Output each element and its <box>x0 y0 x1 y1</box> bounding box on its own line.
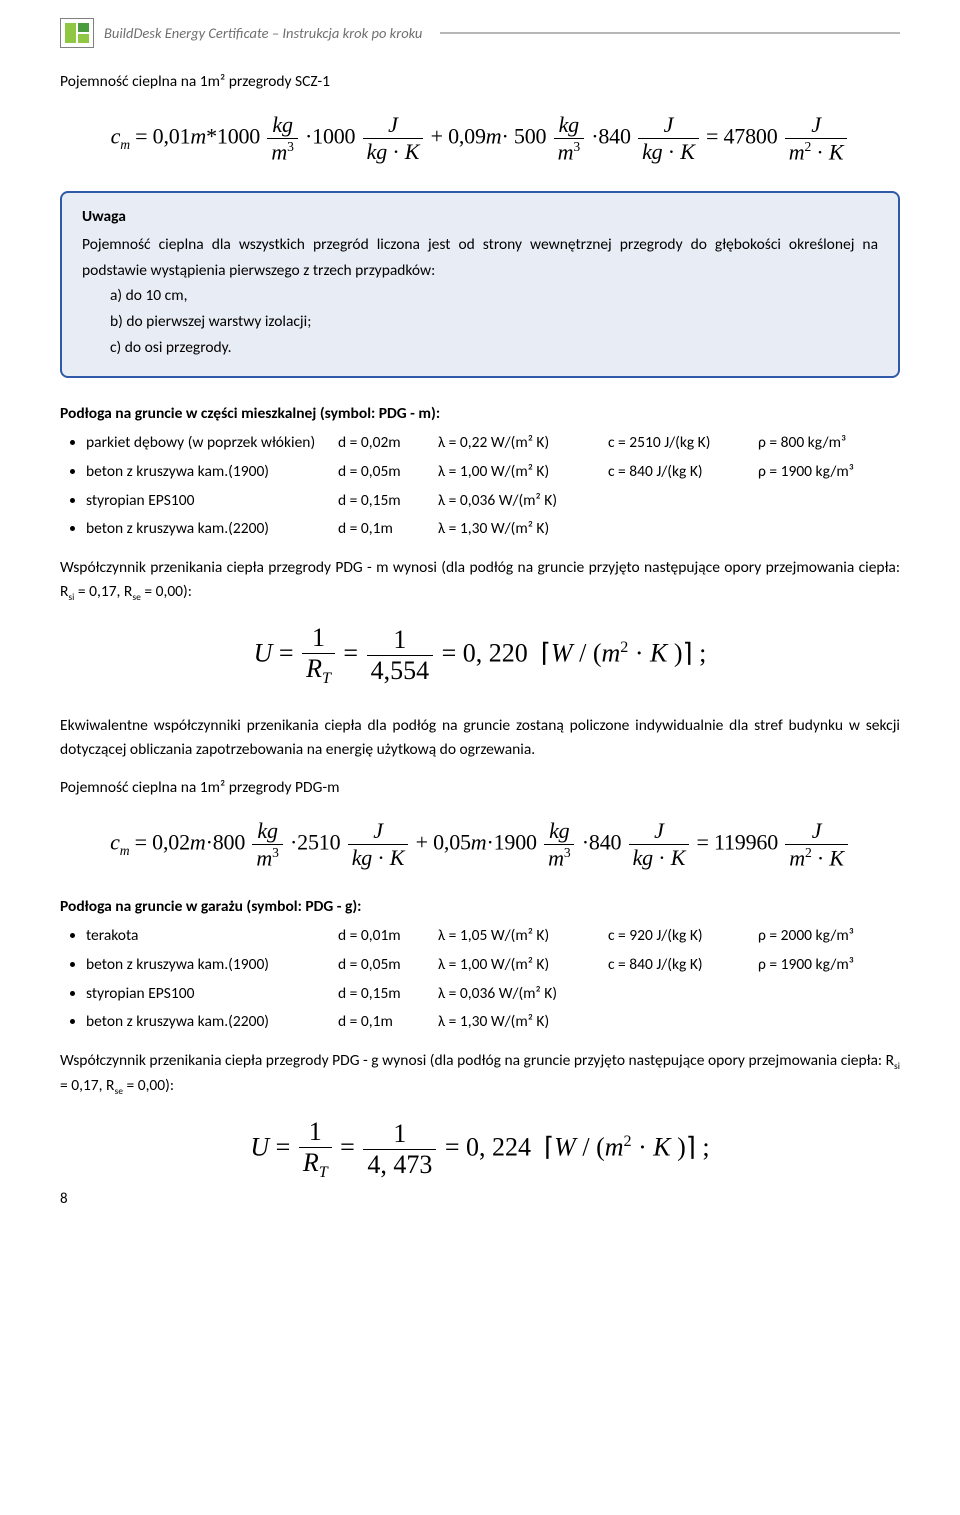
mat-c: c = 840 J/(kg K) <box>608 951 758 980</box>
mat-lambda: λ = 0,036 W/(m² K) <box>438 487 608 516</box>
mat-name: beton z kruszywa kam.(2200) <box>86 1008 338 1037</box>
mat-rho <box>758 980 900 1009</box>
mat-rho: ρ = 800 kg/m³ <box>758 429 900 458</box>
mat-rho: ρ = 2000 kg/m³ <box>758 922 900 951</box>
mat-rho: ρ = 1900 kg/m³ <box>758 951 900 980</box>
page-number: 8 <box>60 1190 68 1208</box>
mat-c <box>608 980 758 1009</box>
pdg-m-list: parkiet dębowy (w poprzek włókien) d = 0… <box>60 429 900 544</box>
wsp-m-text: Współczynnik przenikania ciepła przegrod… <box>60 556 900 605</box>
mat-lambda: λ = 1,00 W/(m² K) <box>438 951 608 980</box>
mat-d: d = 0,15m <box>338 980 438 1009</box>
formula-cm-pdgm: cm = 0,02m·800 kgm3 ·2510 Jkg · K + 0,05… <box>60 818 900 871</box>
note-item-c: c) do osi przegrody. <box>82 335 878 361</box>
mat-d: d = 0,02m <box>338 429 438 458</box>
mat-d: d = 0,01m <box>338 922 438 951</box>
note-item-b: b) do pierwszej warstwy izolacji; <box>82 309 878 335</box>
pdg-g-list: terakota d = 0,01m λ = 1,05 W/(m² K) c =… <box>60 922 900 1037</box>
mat-rho <box>758 1008 900 1037</box>
mat-rho: ρ = 1900 kg/m³ <box>758 458 900 487</box>
mat-name: styropian EPS100 <box>86 980 338 1009</box>
pdg-g-title: Podłoga na gruncie w garażu (symbol: PDG… <box>60 897 900 916</box>
mat-name: beton z kruszywa kam.(1900) <box>86 458 338 487</box>
mat-lambda: λ = 0,22 W/(m² K) <box>438 429 608 458</box>
t: si <box>894 1060 900 1072</box>
formula-u-pdgg: U = 1RT = 14, 473 = 0, 224 ⌈W / (m2 · K … <box>60 1117 900 1182</box>
mat-name: parkiet dębowy (w poprzek włókien) <box>86 429 338 458</box>
t: se <box>114 1085 123 1097</box>
mat-c <box>608 487 758 516</box>
mat-c <box>608 1008 758 1037</box>
mat-lambda: λ = 1,30 W/(m² K) <box>438 1008 608 1037</box>
t: = 0,17, R <box>60 1076 114 1095</box>
intro-text: Pojemność cieplna na 1m² przegrody SCZ-1 <box>60 70 900 94</box>
list-item: styropian EPS100 d = 0,15m λ = 0,036 W/(… <box>86 980 900 1009</box>
mat-d: d = 0,05m <box>338 458 438 487</box>
t: Współczynnik przenikania ciepła przegrod… <box>60 1051 894 1070</box>
mat-name: styropian EPS100 <box>86 487 338 516</box>
ekw-text: Ekwiwalentne współczynniki przenikania c… <box>60 714 900 762</box>
header-rule <box>440 32 900 34</box>
list-item: beton z kruszywa kam.(1900) d = 0,05m λ … <box>86 951 900 980</box>
wsp-g-text: Współczynnik przenikania ciepła przegrod… <box>60 1049 900 1099</box>
formula-u-pdgm: U = 1RT = 14,554 = 0, 220 ⌈W / (m2 · K )… <box>60 623 900 688</box>
mat-name: beton z kruszywa kam.(1900) <box>86 951 338 980</box>
mat-c: c = 2510 J/(kg K) <box>608 429 758 458</box>
note-item-a: a) do 10 cm, <box>82 283 878 309</box>
mat-c: c = 840 J/(kg K) <box>608 458 758 487</box>
mat-name: terakota <box>86 922 338 951</box>
formula-cm-scz1: cm = 0,01m*1000 kgm3 ·1000 Jkg · K + 0,0… <box>60 112 900 165</box>
note-box: Uwaga Pojemność cieplna dla wszystkich p… <box>60 191 900 378</box>
t: = 0,00): <box>141 582 192 601</box>
list-item: beton z kruszywa kam.(2200) d = 0,1m λ =… <box>86 1008 900 1037</box>
mat-name: beton z kruszywa kam.(2200) <box>86 515 338 544</box>
list-item: beton z kruszywa kam.(2200) d = 0,1m λ =… <box>86 515 900 544</box>
mat-lambda: λ = 1,05 W/(m² K) <box>438 922 608 951</box>
list-item: beton z kruszywa kam.(1900) d = 0,05m λ … <box>86 458 900 487</box>
mat-c <box>608 515 758 544</box>
mat-rho <box>758 487 900 516</box>
t: se <box>132 591 141 603</box>
mat-d: d = 0,15m <box>338 487 438 516</box>
mat-d: d = 0,1m <box>338 1008 438 1037</box>
t: = 0,17, R <box>74 582 132 601</box>
mat-d: d = 0,05m <box>338 951 438 980</box>
mat-lambda: λ = 1,00 W/(m² K) <box>438 458 608 487</box>
t: = 0,00): <box>123 1076 174 1095</box>
page-header: BuildDesk Energy Certificate – Instrukcj… <box>60 18 900 48</box>
header-title: BuildDesk Energy Certificate – Instrukcj… <box>104 24 422 42</box>
mat-rho <box>758 515 900 544</box>
cm-pdgm-label: Pojemność cieplna na 1m² przegrody PDG-m <box>60 776 900 800</box>
note-body: Pojemność cieplna dla wszystkich przegró… <box>82 232 878 283</box>
mat-c: c = 920 J/(kg K) <box>608 922 758 951</box>
note-title: Uwaga <box>82 207 878 226</box>
list-item: terakota d = 0,01m λ = 1,05 W/(m² K) c =… <box>86 922 900 951</box>
mat-lambda: λ = 1,30 W/(m² K) <box>438 515 608 544</box>
mat-lambda: λ = 0,036 W/(m² K) <box>438 980 608 1009</box>
logo-icon <box>60 18 94 48</box>
pdg-m-title: Podłoga na gruncie w części mieszkalnej … <box>60 404 900 423</box>
mat-d: d = 0,1m <box>338 515 438 544</box>
list-item: styropian EPS100 d = 0,15m λ = 0,036 W/(… <box>86 487 900 516</box>
list-item: parkiet dębowy (w poprzek włókien) d = 0… <box>86 429 900 458</box>
